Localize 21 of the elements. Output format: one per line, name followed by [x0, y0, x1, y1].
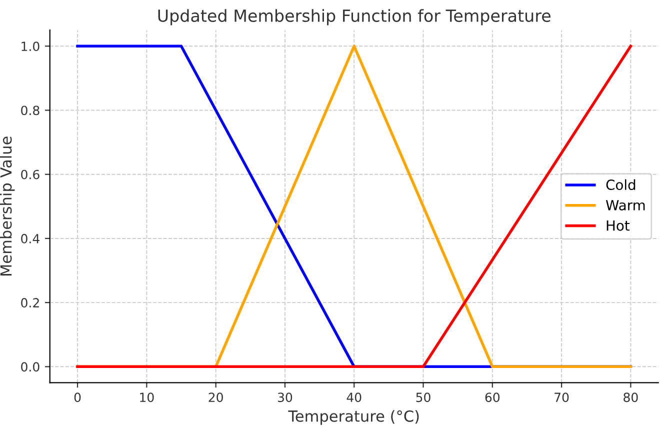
y-tick-label: 0.6: [21, 170, 40, 180]
x-tick-label: 80: [624, 392, 638, 402]
y-tick-label: 0.0: [21, 362, 40, 372]
x-tick-label: 10: [140, 392, 154, 402]
x-tick-label: 30: [278, 392, 292, 402]
chart-title: Updated Membership Function for Temperature: [158, 9, 550, 26]
x-axis-title: Temperature (°C): [288, 410, 419, 425]
y-tick-label: 0.8: [21, 106, 40, 116]
x-tick-label: 0: [74, 392, 81, 402]
y-tick-label: 0.4: [21, 234, 40, 244]
y-tick-label: 1.0: [22, 42, 40, 52]
y-axis-title: Membership Value: [0, 136, 15, 276]
x-tick-label: 70: [554, 392, 569, 402]
y-tick-label: 0.2: [21, 298, 39, 308]
legend-label: Cold: [606, 179, 636, 190]
x-tick-label: 60: [485, 392, 500, 402]
legend-label: Warm: [606, 200, 645, 210]
legend-label: Hot: [606, 220, 630, 231]
x-tick-label: 40: [346, 392, 362, 402]
x-tick-label: 50: [416, 392, 430, 402]
x-tick-label: 20: [208, 392, 223, 402]
